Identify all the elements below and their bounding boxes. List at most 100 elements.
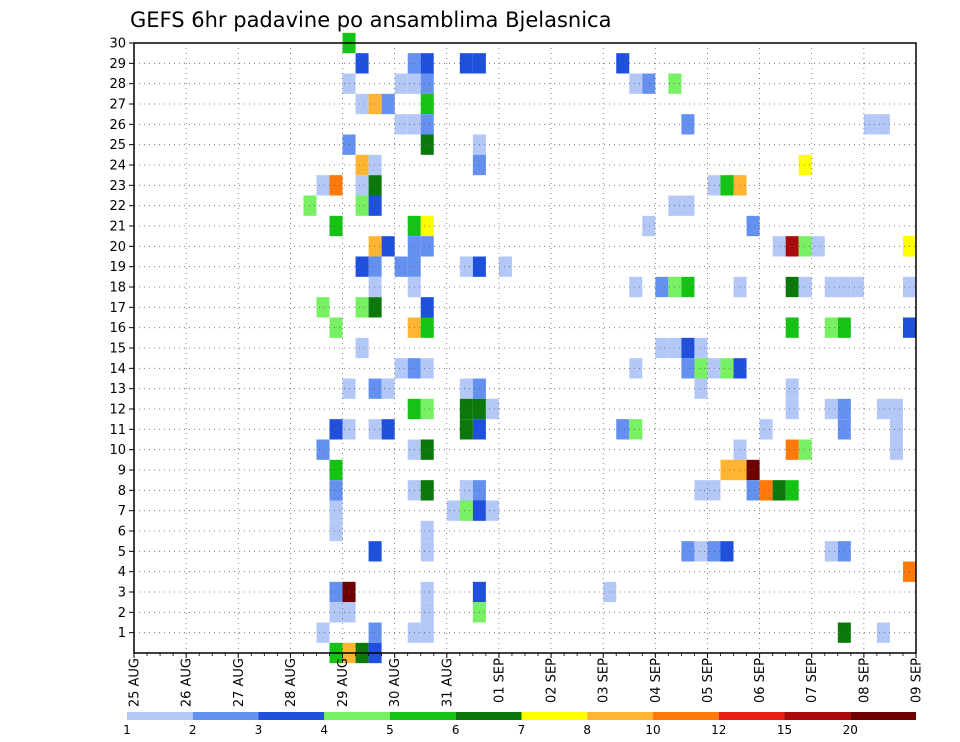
precip-cell	[863, 114, 877, 135]
precip-cell	[420, 53, 434, 74]
precip-cell	[746, 459, 760, 481]
precip-cell	[694, 337, 708, 359]
x-tick-label: 07 SEP	[805, 658, 820, 703]
precip-cell	[355, 256, 369, 277]
x-tick-label: 27 AUG	[232, 658, 247, 707]
precip-cell	[355, 53, 369, 74]
y-tick-label: 22	[109, 199, 126, 214]
y-tick-label: 23	[109, 179, 126, 194]
precip-cell	[785, 317, 799, 338]
colorbar-swatch	[324, 712, 390, 720]
x-tick-label: 31 AUG	[440, 658, 455, 707]
precip-cell	[381, 419, 395, 440]
precip-cell	[785, 236, 799, 257]
y-tick-label: 25	[109, 138, 126, 153]
precip-cell	[459, 480, 473, 501]
precip-cell	[459, 256, 473, 277]
x-tick-label: 09 SEP	[910, 658, 925, 703]
precip-cell	[720, 175, 734, 196]
precip-cell	[459, 398, 473, 420]
precip-cell	[420, 439, 434, 460]
precip-cell	[420, 520, 434, 542]
precip-cell	[420, 134, 434, 155]
colorbar-label: 6	[452, 723, 460, 737]
precip-cell	[459, 500, 473, 521]
precip-cell	[720, 459, 734, 481]
precip-cell	[420, 581, 434, 603]
y-tick-label: 27	[109, 98, 126, 113]
grid-lines	[134, 42, 916, 653]
precip-cell	[420, 622, 434, 643]
precip-cell	[420, 236, 434, 257]
precip-cell	[368, 93, 382, 115]
precip-cell	[720, 358, 734, 379]
precip-cell	[420, 73, 434, 94]
precip-cell	[850, 276, 864, 298]
colorbar-swatch	[521, 712, 588, 720]
precip-cell	[355, 195, 369, 216]
precip-cell	[707, 175, 721, 196]
precip-cell	[798, 439, 812, 460]
precip-cell	[329, 520, 343, 542]
y-tick-label: 15	[109, 342, 126, 357]
precip-cell	[876, 622, 890, 643]
x-tick-label: 04 SEP	[649, 658, 664, 703]
precip-cell	[368, 419, 382, 440]
precip-cell	[381, 93, 395, 115]
y-tick-label: 4	[118, 565, 126, 580]
y-tick-label: 13	[109, 382, 126, 397]
precip-cell	[642, 215, 656, 237]
precip-cell	[785, 398, 799, 420]
precip-cell	[329, 419, 343, 440]
precip-cell	[420, 398, 434, 420]
precip-cell	[329, 215, 343, 237]
precip-cell	[420, 480, 434, 501]
precip-cell	[420, 297, 434, 318]
precip-cell	[746, 215, 760, 237]
x-tick-label: 08 SEP	[857, 658, 872, 703]
precip-cell	[629, 276, 643, 298]
colorbar-label: 10	[645, 723, 660, 737]
y-tick-label: 16	[109, 321, 126, 336]
precip-cell	[681, 358, 695, 379]
colorbar-swatch	[258, 712, 325, 720]
precip-cell	[798, 236, 812, 257]
precip-cell	[694, 480, 708, 501]
precip-cell	[759, 419, 773, 440]
colorbar-swatch	[192, 712, 259, 720]
colorbar-label: 12	[711, 723, 726, 737]
precip-cell	[329, 459, 343, 481]
y-tick-label: 11	[109, 423, 126, 438]
precip-cell	[394, 73, 408, 94]
colorbar-swatch	[455, 712, 522, 720]
precip-cell	[889, 439, 903, 460]
x-axis-ticks: 25 AUG 26 AUG 27 AUG 28 AUG 29 AUG 30 AUG 31 A…	[128, 653, 925, 707]
colorbar-label: 8	[583, 723, 591, 737]
precip-cell	[629, 358, 643, 379]
y-tick-label: 19	[109, 260, 126, 275]
precip-cell	[733, 459, 747, 481]
precip-cell	[485, 500, 499, 521]
colorbar-label: 5	[386, 723, 394, 737]
precip-cell	[681, 541, 695, 562]
y-tick-label: 20	[109, 240, 126, 255]
precip-cell	[498, 256, 512, 277]
precip-cell	[355, 297, 369, 318]
colorbar-swatch	[653, 712, 719, 720]
y-tick-label: 14	[109, 362, 126, 377]
precip-cell	[616, 419, 630, 440]
precip-cell	[316, 297, 330, 318]
precip-cell	[446, 500, 460, 521]
precip-cell	[720, 541, 734, 562]
precip-cell	[655, 276, 669, 298]
y-tick-label: 26	[109, 118, 126, 133]
precip-cell	[368, 378, 382, 399]
precip-cell	[368, 276, 382, 298]
colorbar-swatch	[718, 712, 785, 720]
precip-cell	[459, 419, 473, 440]
precip-cell	[798, 154, 812, 176]
precip-cell	[485, 398, 499, 420]
y-tick-label: 21	[109, 220, 126, 235]
precip-cell	[707, 480, 721, 501]
precip-cell	[420, 93, 434, 115]
